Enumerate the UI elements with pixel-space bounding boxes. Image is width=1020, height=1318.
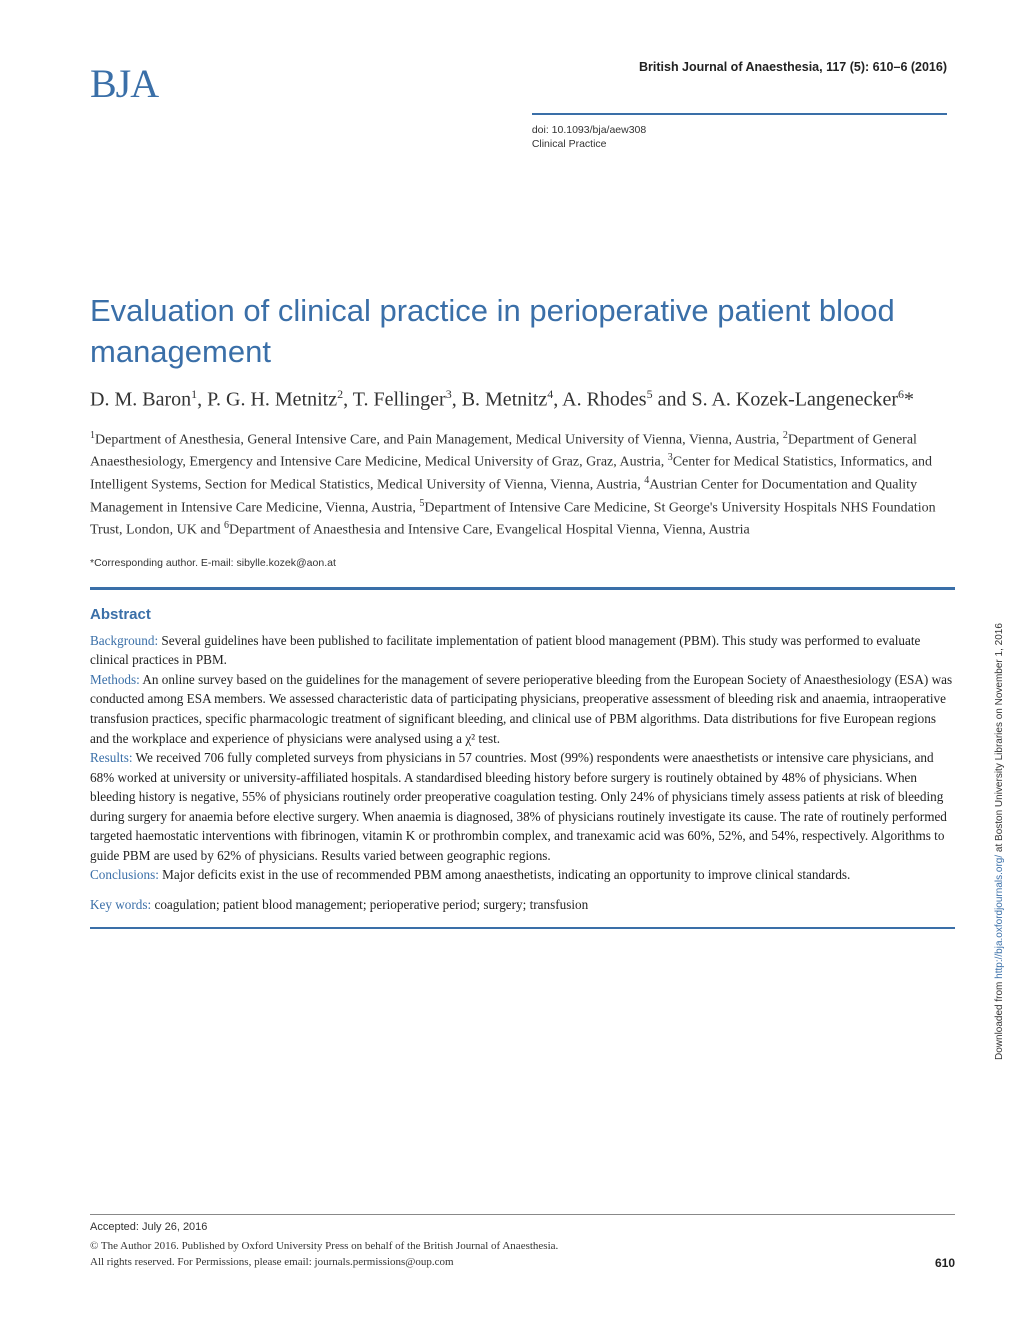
- footer-rule: [90, 1214, 955, 1215]
- abstract-heading: Abstract: [90, 606, 955, 623]
- download-side-note: Downloaded from http://bja.oxfordjournal…: [994, 360, 1008, 1060]
- journal-reference: British Journal of Anaesthesia, 117 (5):…: [639, 60, 947, 74]
- corresponding-author: *Corresponding author. E-mail: sibylle.k…: [90, 557, 955, 569]
- accepted-date: Accepted: July 26, 2016: [90, 1221, 955, 1233]
- footer-block: Accepted: July 26, 2016 © The Author 201…: [90, 1214, 955, 1270]
- article-section: Clinical Practice: [532, 137, 947, 151]
- header-rule: [532, 113, 947, 115]
- page: BJA British Journal of Anaesthesia, 117 …: [0, 0, 1020, 1318]
- header-row: BJA British Journal of Anaesthesia, 117 …: [90, 60, 955, 107]
- doi-block: doi: 10.1093/bja/aew308 Clinical Practic…: [532, 123, 947, 151]
- affiliations: 1Department of Anesthesia, General Inten…: [90, 428, 955, 541]
- conclusions-label: Conclusions:: [90, 867, 159, 882]
- copyright-line-1: © The Author 2016. Published by Oxford U…: [90, 1240, 558, 1252]
- rule-below-abstract: [90, 927, 955, 929]
- doi-text: doi: 10.1093/bja/aew308: [532, 124, 646, 136]
- methods-label: Methods:: [90, 672, 140, 687]
- copyright-line-2: All rights reserved. For Permissions, pl…: [90, 1256, 454, 1268]
- journal-logo: BJA: [90, 60, 158, 107]
- background-label: Background:: [90, 633, 158, 648]
- author-list: D. M. Baron1, P. G. H. Metnitz2, T. Fell…: [90, 386, 955, 414]
- abstract-body: Background: Several guidelines have been…: [90, 631, 955, 885]
- conclusions-text: Major deficits exist in the use of recom…: [159, 867, 850, 882]
- methods-text: An online survey based on the guidelines…: [90, 672, 952, 746]
- spacer: [90, 151, 955, 291]
- background-text: Several guidelines have been published t…: [90, 633, 920, 668]
- copyright: © The Author 2016. Published by Oxford U…: [90, 1239, 955, 1270]
- results-text: We received 706 fully completed surveys …: [90, 750, 947, 863]
- side-note-prefix: Downloaded from: [994, 979, 1005, 1060]
- results-label: Results:: [90, 750, 133, 765]
- keywords-label: Key words:: [90, 897, 151, 912]
- side-note-suffix: at Boston University Libraries on Novemb…: [994, 623, 1005, 855]
- keywords: Key words: coagulation; patient blood ma…: [90, 897, 955, 913]
- article-title: Evaluation of clinical practice in perio…: [90, 291, 955, 372]
- page-number: 610: [935, 1256, 955, 1270]
- keywords-text: coagulation; patient blood management; p…: [151, 897, 588, 912]
- rule-above-abstract: [90, 587, 955, 590]
- side-note-link[interactable]: http://bja.oxfordjournals.org/: [994, 855, 1005, 979]
